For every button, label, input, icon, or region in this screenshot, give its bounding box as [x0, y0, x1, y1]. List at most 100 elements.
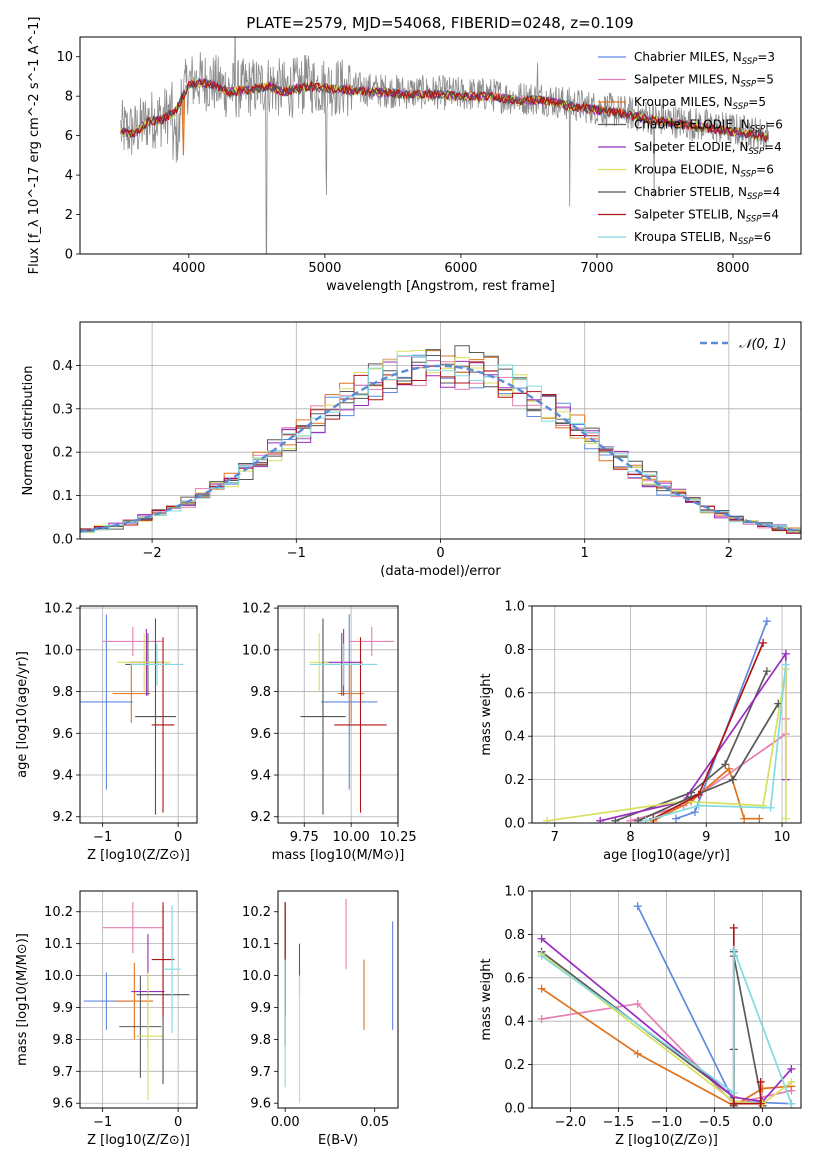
- weight-vs-age-y-tick-label: 0.4: [504, 730, 525, 745]
- legend-item: Salpeter ELODIE, NSSP=4: [598, 140, 782, 157]
- legend-item: Salpeter MILES, NSSP=5: [598, 73, 774, 90]
- weight-vs-z-x-tick-label: 0.0: [752, 1115, 773, 1130]
- weight-vs-z-series: [537, 945, 796, 1108]
- residuals-y-tick-label: 0.3: [52, 402, 73, 417]
- residuals-y-tick-label: 0.1: [52, 489, 73, 504]
- age-vs-mass-x-axis-label: mass [log10(M/M⊙)]: [272, 848, 405, 863]
- weight-vs-z-marker: [729, 923, 738, 932]
- weight-vs-age-marker: [762, 667, 771, 676]
- age-vs-mass-errorbar: [321, 614, 378, 790]
- weight-vs-age-series: [671, 617, 771, 823]
- weight-vs-age-x-tick-label: 7: [551, 830, 559, 845]
- mass-vs-ebv-x-tick-label: 0.05: [360, 1115, 389, 1130]
- age-vs-z-panel: −1 0 9.2 9.4 9.6 9.8 10.0 10.2 Z [log10(Z/Z⊙)] ag…: [15, 602, 198, 863]
- mass-vs-z-frame: [79, 890, 198, 1109]
- age-vs-z-y-tick-label: 9.4: [52, 769, 73, 784]
- age-vs-z-y-tick-label: 10.2: [44, 602, 73, 617]
- mass-vs-z-y-tick-label: 9.7: [52, 1065, 73, 1080]
- mass-vs-z-y-tick-label: 10.2: [44, 905, 73, 920]
- age-vs-z-y-tick-label: 9.8: [52, 685, 73, 700]
- age-vs-z-errorbar: [112, 664, 151, 723]
- weight-vs-age-y-tick-label: 1.0: [504, 600, 525, 615]
- residuals-x-axis-label: (data-model)/error: [380, 564, 501, 579]
- weight-vs-z-marker: [633, 999, 642, 1008]
- mass-vs-ebv-plot-area: [284, 898, 394, 1104]
- mass-vs-z-x-tick-label: −1: [93, 1115, 112, 1130]
- weight-vs-age-marker: [596, 816, 605, 823]
- age-vs-mass-x-tick-label: 10.25: [379, 830, 416, 845]
- age-vs-mass-y-tick-label: 9.8: [250, 685, 271, 700]
- weight-vs-z-marker: [633, 1049, 642, 1058]
- mass-vs-z-errorbar: [132, 972, 164, 1101]
- weight-vs-z-marker: [729, 945, 738, 954]
- weight-vs-age-y-tick-label: 0.0: [504, 817, 525, 832]
- age-vs-mass-y-tick-label: 9.4: [250, 769, 271, 784]
- age-vs-z-errorbar: [102, 626, 164, 657]
- mass-vs-ebv-y-tick-label: 9.6: [250, 1097, 271, 1112]
- spectrum-x-tick-label: 4000: [172, 261, 205, 276]
- mass-vs-z-y-tick-label: 9.6: [52, 1097, 73, 1112]
- spectrum-model-line: [120, 77, 769, 144]
- weight-vs-z-marker: [787, 1077, 796, 1086]
- weight-vs-z-y-tick-label: 0.8: [504, 928, 525, 943]
- weight-vs-z-marker: [756, 1099, 765, 1108]
- weight-vs-z-y-tick-label: 0.0: [504, 1102, 525, 1117]
- weight-vs-age-marker: [781, 814, 790, 823]
- age-vs-z-plot-area: [80, 614, 184, 815]
- weight-vs-age-marker: [755, 814, 764, 823]
- legend-label: Salpeter MILES, NSSP=5: [634, 73, 774, 90]
- weight-vs-z-plot-area: [537, 902, 796, 1108]
- legend-item: Chabrier STELIB, NSSP=4: [598, 185, 780, 202]
- age-vs-z-errorbar: [135, 618, 176, 815]
- age-vs-z-errorbar: [130, 643, 184, 686]
- age-vs-mass-x-tick-label: 9.75: [290, 830, 319, 845]
- weight-vs-age-x-tick-label: 10: [774, 830, 791, 845]
- mass-vs-z-y-tick-label: 9.8: [52, 1033, 73, 1048]
- age-vs-z-y-tick-label: 10.0: [44, 643, 73, 658]
- legend-label: Salpeter ELODIE, NSSP=4: [634, 140, 782, 157]
- weight-vs-z-marker: [787, 1064, 796, 1073]
- weight-vs-z-x-tick-label: −2.0: [555, 1115, 587, 1130]
- legend-item: Chabrier ELODIE, NSSP=6: [598, 118, 783, 135]
- legend-label: Chabrier ELODIE, NSSP=6: [634, 118, 783, 135]
- age-vs-mass-errorbar: [309, 633, 329, 692]
- weight-vs-z-x-tick-label: −0.5: [699, 1115, 731, 1130]
- weight-vs-age-y-tick-label: 0.8: [504, 643, 525, 658]
- spectrum-legend: Chabrier MILES, NSSP=3 Salpeter MILES, NS…: [598, 50, 783, 247]
- residuals-x-tick-label: 0: [436, 546, 444, 561]
- weight-vs-age-marker: [781, 649, 790, 658]
- weight-vs-age-y-tick-label: 0.2: [504, 773, 525, 788]
- mass-vs-z-x-axis-label: Z [log10(Z/Z⊙)]: [87, 1133, 190, 1148]
- age-vs-mass-panel: 9.75 10.00 10.25 9.2 9.4 9.6 9.8 10.0 10.2 mass […: [242, 602, 417, 863]
- mass-vs-ebv-y-tick-label: 10.1: [242, 937, 271, 952]
- mass-vs-z-y-axis-label: mass [log10(M/M⊙)]: [15, 933, 30, 1066]
- weight-vs-age-marker: [543, 816, 552, 823]
- spectrum-title: PLATE=2579, MJD=54068, FIBERID=0248, z=0…: [246, 14, 633, 32]
- gaussian-reference-curve: [80, 364, 801, 533]
- residuals-legend: 𝒩(0, 1): [700, 337, 786, 352]
- weight-vs-age-marker: [694, 790, 703, 799]
- age-vs-mass-errorbar: [334, 637, 387, 813]
- age-vs-z-y-tick-label: 9.6: [52, 727, 73, 742]
- mass-vs-ebv-x-tick-label: 0.00: [271, 1115, 300, 1130]
- mass-vs-z-y-tick-label: 10.1: [44, 937, 73, 952]
- weight-vs-age-frame: [531, 605, 802, 824]
- mass-vs-ebv-y-tick-label: 9.9: [250, 1001, 271, 1016]
- weight-vs-age-x-tick-label: 9: [702, 830, 710, 845]
- residuals-y-axis-label: Normed distribution: [21, 366, 36, 496]
- weight-vs-age-x-axis-label: age [log10(age/yr)]: [603, 848, 730, 863]
- weight-vs-z-x-tick-label: −1.0: [651, 1115, 683, 1130]
- legend-label: Kroupa ELODIE, NSSP=6: [634, 163, 774, 180]
- age-vs-z-x-axis-label: Z [log10(Z/Z⊙)]: [87, 848, 190, 863]
- age-vs-z-errorbar: [151, 637, 175, 813]
- age-vs-z-x-tick-label: −1: [93, 830, 112, 845]
- mass-vs-ebv-x-axis-label: E(B-V): [318, 1133, 358, 1148]
- weight-vs-z-marker: [537, 934, 546, 943]
- age-vs-mass-plot-area: [300, 614, 395, 815]
- spectrum-y-tick-label: 2: [65, 208, 73, 223]
- age-vs-mass-y-tick-label: 10.0: [242, 643, 271, 658]
- weight-vs-z-marker: [537, 1015, 546, 1024]
- spectrum-x-tick-label: 7000: [580, 261, 613, 276]
- weight-vs-age-marker: [759, 638, 768, 647]
- residuals-plot-area: [80, 345, 801, 539]
